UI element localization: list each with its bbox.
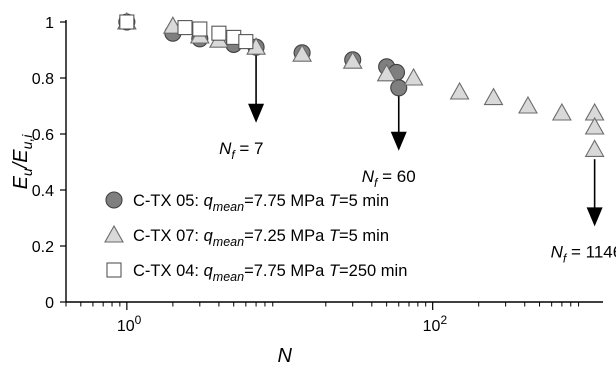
legend-label: C-TX 04:	[133, 262, 204, 280]
y-label-sep: /	[10, 160, 32, 170]
data-point-triangle	[518, 95, 538, 114]
y-tick-label: 1	[45, 15, 54, 32]
data-point-circle	[105, 191, 123, 209]
data-point-square	[211, 25, 227, 41]
x-tick-exponent: 2	[440, 313, 447, 327]
ann-value: = 60	[377, 167, 415, 186]
series-circle	[118, 13, 408, 97]
legend-t-value: =5 min	[339, 192, 389, 210]
data-point-triangle	[584, 116, 605, 135]
legend-entry: C-TX 07: qmean=7.25 MPa T=5 min	[133, 227, 389, 249]
y-tick-label: 0.6	[32, 127, 54, 144]
ann-n: N	[219, 139, 232, 158]
failure-annotation: Nf = 60	[362, 167, 416, 190]
legend-entry: C-TX 04: qmean=7.75 MPa T=250 min	[133, 262, 407, 284]
data-point-triangle	[342, 51, 363, 69]
arrow-head	[390, 131, 407, 151]
y-label-sub2: u,i	[19, 134, 35, 150]
data-point-square	[192, 21, 208, 37]
legend-t: T	[329, 262, 341, 280]
x-axis-label: N	[278, 345, 293, 367]
ann-sub: f	[563, 251, 568, 265]
data-point-square	[106, 262, 122, 278]
x-tick-base: 10	[423, 318, 441, 335]
data-point-triangle	[403, 67, 424, 86]
legend-q-sub: mean	[213, 270, 244, 284]
arrow-head	[586, 207, 603, 227]
legend-entry: C-TX 05: qmean=7.75 MPa T=5 min	[133, 192, 389, 214]
legend-label: C-TX 05:	[133, 192, 204, 210]
ann-value: = 7	[235, 139, 264, 158]
legend-q: q	[204, 192, 214, 210]
x-tick-label: 100	[117, 313, 142, 335]
ann-sub: f	[374, 176, 379, 190]
y-tick-label: 0.4	[32, 183, 54, 200]
ann-sub: f	[231, 148, 236, 162]
x-tick-base: 10	[117, 318, 135, 335]
data-point-triangle	[162, 16, 183, 34]
ann-value: = 1146	[566, 242, 616, 261]
failure-annotation: Nf = 1146	[551, 242, 616, 265]
legend-q-sub: mean	[213, 200, 244, 214]
data-point-square	[238, 34, 254, 50]
failure-annotation: Nf = 7	[219, 139, 263, 162]
x-tick-exponent: 0	[135, 313, 142, 327]
y-axis-label: Eu/Eu,i	[10, 134, 35, 190]
y-tick-label: 0.2	[32, 239, 54, 256]
data-point-square	[119, 14, 135, 30]
x-tick-label: 102	[423, 313, 448, 335]
series-square	[119, 14, 254, 50]
legend-t-value: =5 min	[339, 227, 389, 245]
legend-q-value: =7.25 MPa	[244, 227, 329, 245]
data-point-triangle	[551, 102, 572, 121]
y-tick-label: 0	[45, 295, 54, 312]
axis-labels: NEu/Eu,i	[10, 134, 293, 367]
legend-t: T	[329, 192, 341, 210]
y-label-main2: E	[10, 149, 32, 163]
legend-q: q	[204, 262, 214, 280]
legend-label: C-TX 07:	[133, 227, 204, 245]
legend-q-sub: mean	[213, 235, 244, 249]
data-point-circle	[390, 79, 408, 97]
data-point-triangle	[483, 87, 504, 106]
axes	[65, 20, 603, 303]
y-tick-label: 0.8	[32, 71, 54, 88]
y-label-main: E	[10, 175, 32, 189]
legend-q-value: =7.75 MPa	[244, 192, 329, 210]
data-point-triangle	[376, 63, 397, 82]
data-point-triangle	[449, 81, 470, 100]
series	[116, 11, 605, 157]
ann-n: N	[551, 242, 564, 261]
legend-q: q	[204, 227, 214, 245]
data-point-triangle	[104, 224, 124, 243]
legend-t-value: =250 min	[339, 262, 407, 280]
legend-t: T	[329, 227, 341, 245]
arrow-head	[248, 103, 265, 123]
data-point-triangle	[584, 139, 605, 157]
y-label-sub: u	[19, 168, 35, 176]
data-point-triangle	[292, 44, 313, 62]
data-point-square	[177, 20, 193, 36]
ann-n: N	[362, 167, 375, 186]
legend-q-value: =7.75 MPa	[244, 262, 329, 280]
